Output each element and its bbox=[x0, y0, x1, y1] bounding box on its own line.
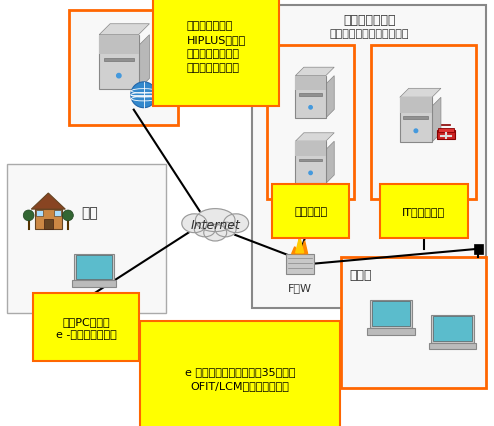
FancyBboxPatch shape bbox=[295, 142, 326, 157]
FancyBboxPatch shape bbox=[371, 46, 477, 200]
FancyBboxPatch shape bbox=[371, 302, 411, 326]
FancyBboxPatch shape bbox=[286, 254, 314, 274]
FancyBboxPatch shape bbox=[196, 221, 235, 231]
FancyBboxPatch shape bbox=[341, 257, 487, 388]
FancyBboxPatch shape bbox=[44, 219, 53, 229]
FancyBboxPatch shape bbox=[368, 328, 414, 335]
FancyBboxPatch shape bbox=[104, 58, 134, 62]
Ellipse shape bbox=[215, 223, 236, 237]
FancyBboxPatch shape bbox=[433, 317, 472, 341]
Polygon shape bbox=[292, 234, 308, 254]
Ellipse shape bbox=[196, 209, 235, 232]
FancyBboxPatch shape bbox=[474, 244, 484, 254]
Polygon shape bbox=[138, 36, 150, 90]
FancyBboxPatch shape bbox=[438, 128, 453, 133]
Ellipse shape bbox=[204, 225, 227, 242]
FancyBboxPatch shape bbox=[437, 130, 454, 140]
FancyBboxPatch shape bbox=[400, 98, 432, 143]
Text: 自宅: 自宅 bbox=[81, 205, 98, 219]
FancyBboxPatch shape bbox=[295, 142, 326, 184]
Polygon shape bbox=[99, 25, 150, 36]
Text: F／W: F／W bbox=[288, 282, 312, 292]
FancyBboxPatch shape bbox=[76, 256, 112, 279]
Text: e ラーニング用ＰＣ（絉35ー台）
OFIT/LCMにより保守管理: e ラーニング用ＰＣ（絉35ー台） OFIT/LCMにより保守管理 bbox=[185, 366, 295, 390]
FancyBboxPatch shape bbox=[72, 281, 117, 287]
Circle shape bbox=[117, 74, 121, 79]
FancyBboxPatch shape bbox=[74, 254, 114, 281]
FancyBboxPatch shape bbox=[35, 210, 62, 229]
Polygon shape bbox=[400, 89, 441, 98]
Text: 認証サーバ: 認証サーバ bbox=[294, 207, 327, 216]
FancyBboxPatch shape bbox=[54, 210, 61, 217]
Polygon shape bbox=[295, 68, 334, 76]
Circle shape bbox=[63, 210, 73, 221]
FancyBboxPatch shape bbox=[295, 76, 326, 118]
Circle shape bbox=[23, 210, 34, 221]
Text: 自宅PCからも
e -ラーニング可能: 自宅PCからも e -ラーニング可能 bbox=[56, 316, 117, 339]
Text: IT管理サーバ: IT管理サーバ bbox=[402, 207, 446, 216]
Text: 日立システムズ
HIPLUSサーバ
クラウド化により
行内にサーバ不要: 日立システムズ HIPLUSサーバ クラウド化により 行内にサーバ不要 bbox=[186, 21, 246, 73]
FancyBboxPatch shape bbox=[99, 36, 138, 90]
FancyBboxPatch shape bbox=[267, 46, 354, 200]
FancyBboxPatch shape bbox=[6, 165, 165, 314]
Circle shape bbox=[309, 172, 312, 175]
FancyBboxPatch shape bbox=[429, 343, 476, 350]
Polygon shape bbox=[326, 76, 334, 118]
FancyBboxPatch shape bbox=[299, 94, 323, 97]
FancyBboxPatch shape bbox=[404, 117, 428, 119]
Text: Internet: Internet bbox=[190, 219, 240, 232]
FancyBboxPatch shape bbox=[252, 6, 487, 309]
Ellipse shape bbox=[194, 223, 215, 237]
Text: 営業店: 営業店 bbox=[349, 268, 372, 282]
Polygon shape bbox=[296, 237, 304, 253]
Polygon shape bbox=[31, 193, 65, 210]
FancyBboxPatch shape bbox=[69, 12, 178, 125]
Polygon shape bbox=[432, 98, 441, 143]
Polygon shape bbox=[326, 142, 334, 184]
Circle shape bbox=[414, 130, 418, 133]
FancyBboxPatch shape bbox=[370, 300, 412, 328]
Text: （京楽銀行電算センター）: （京楽銀行電算センター） bbox=[329, 29, 409, 39]
FancyBboxPatch shape bbox=[400, 98, 432, 114]
Polygon shape bbox=[295, 133, 334, 142]
FancyBboxPatch shape bbox=[99, 36, 138, 55]
Text: データセンター: データセンター bbox=[343, 14, 396, 27]
Circle shape bbox=[131, 83, 157, 109]
FancyBboxPatch shape bbox=[36, 210, 43, 217]
FancyBboxPatch shape bbox=[299, 160, 323, 162]
Ellipse shape bbox=[182, 214, 207, 233]
FancyBboxPatch shape bbox=[295, 76, 326, 91]
Circle shape bbox=[309, 106, 312, 110]
Ellipse shape bbox=[224, 214, 248, 233]
FancyBboxPatch shape bbox=[431, 315, 474, 343]
